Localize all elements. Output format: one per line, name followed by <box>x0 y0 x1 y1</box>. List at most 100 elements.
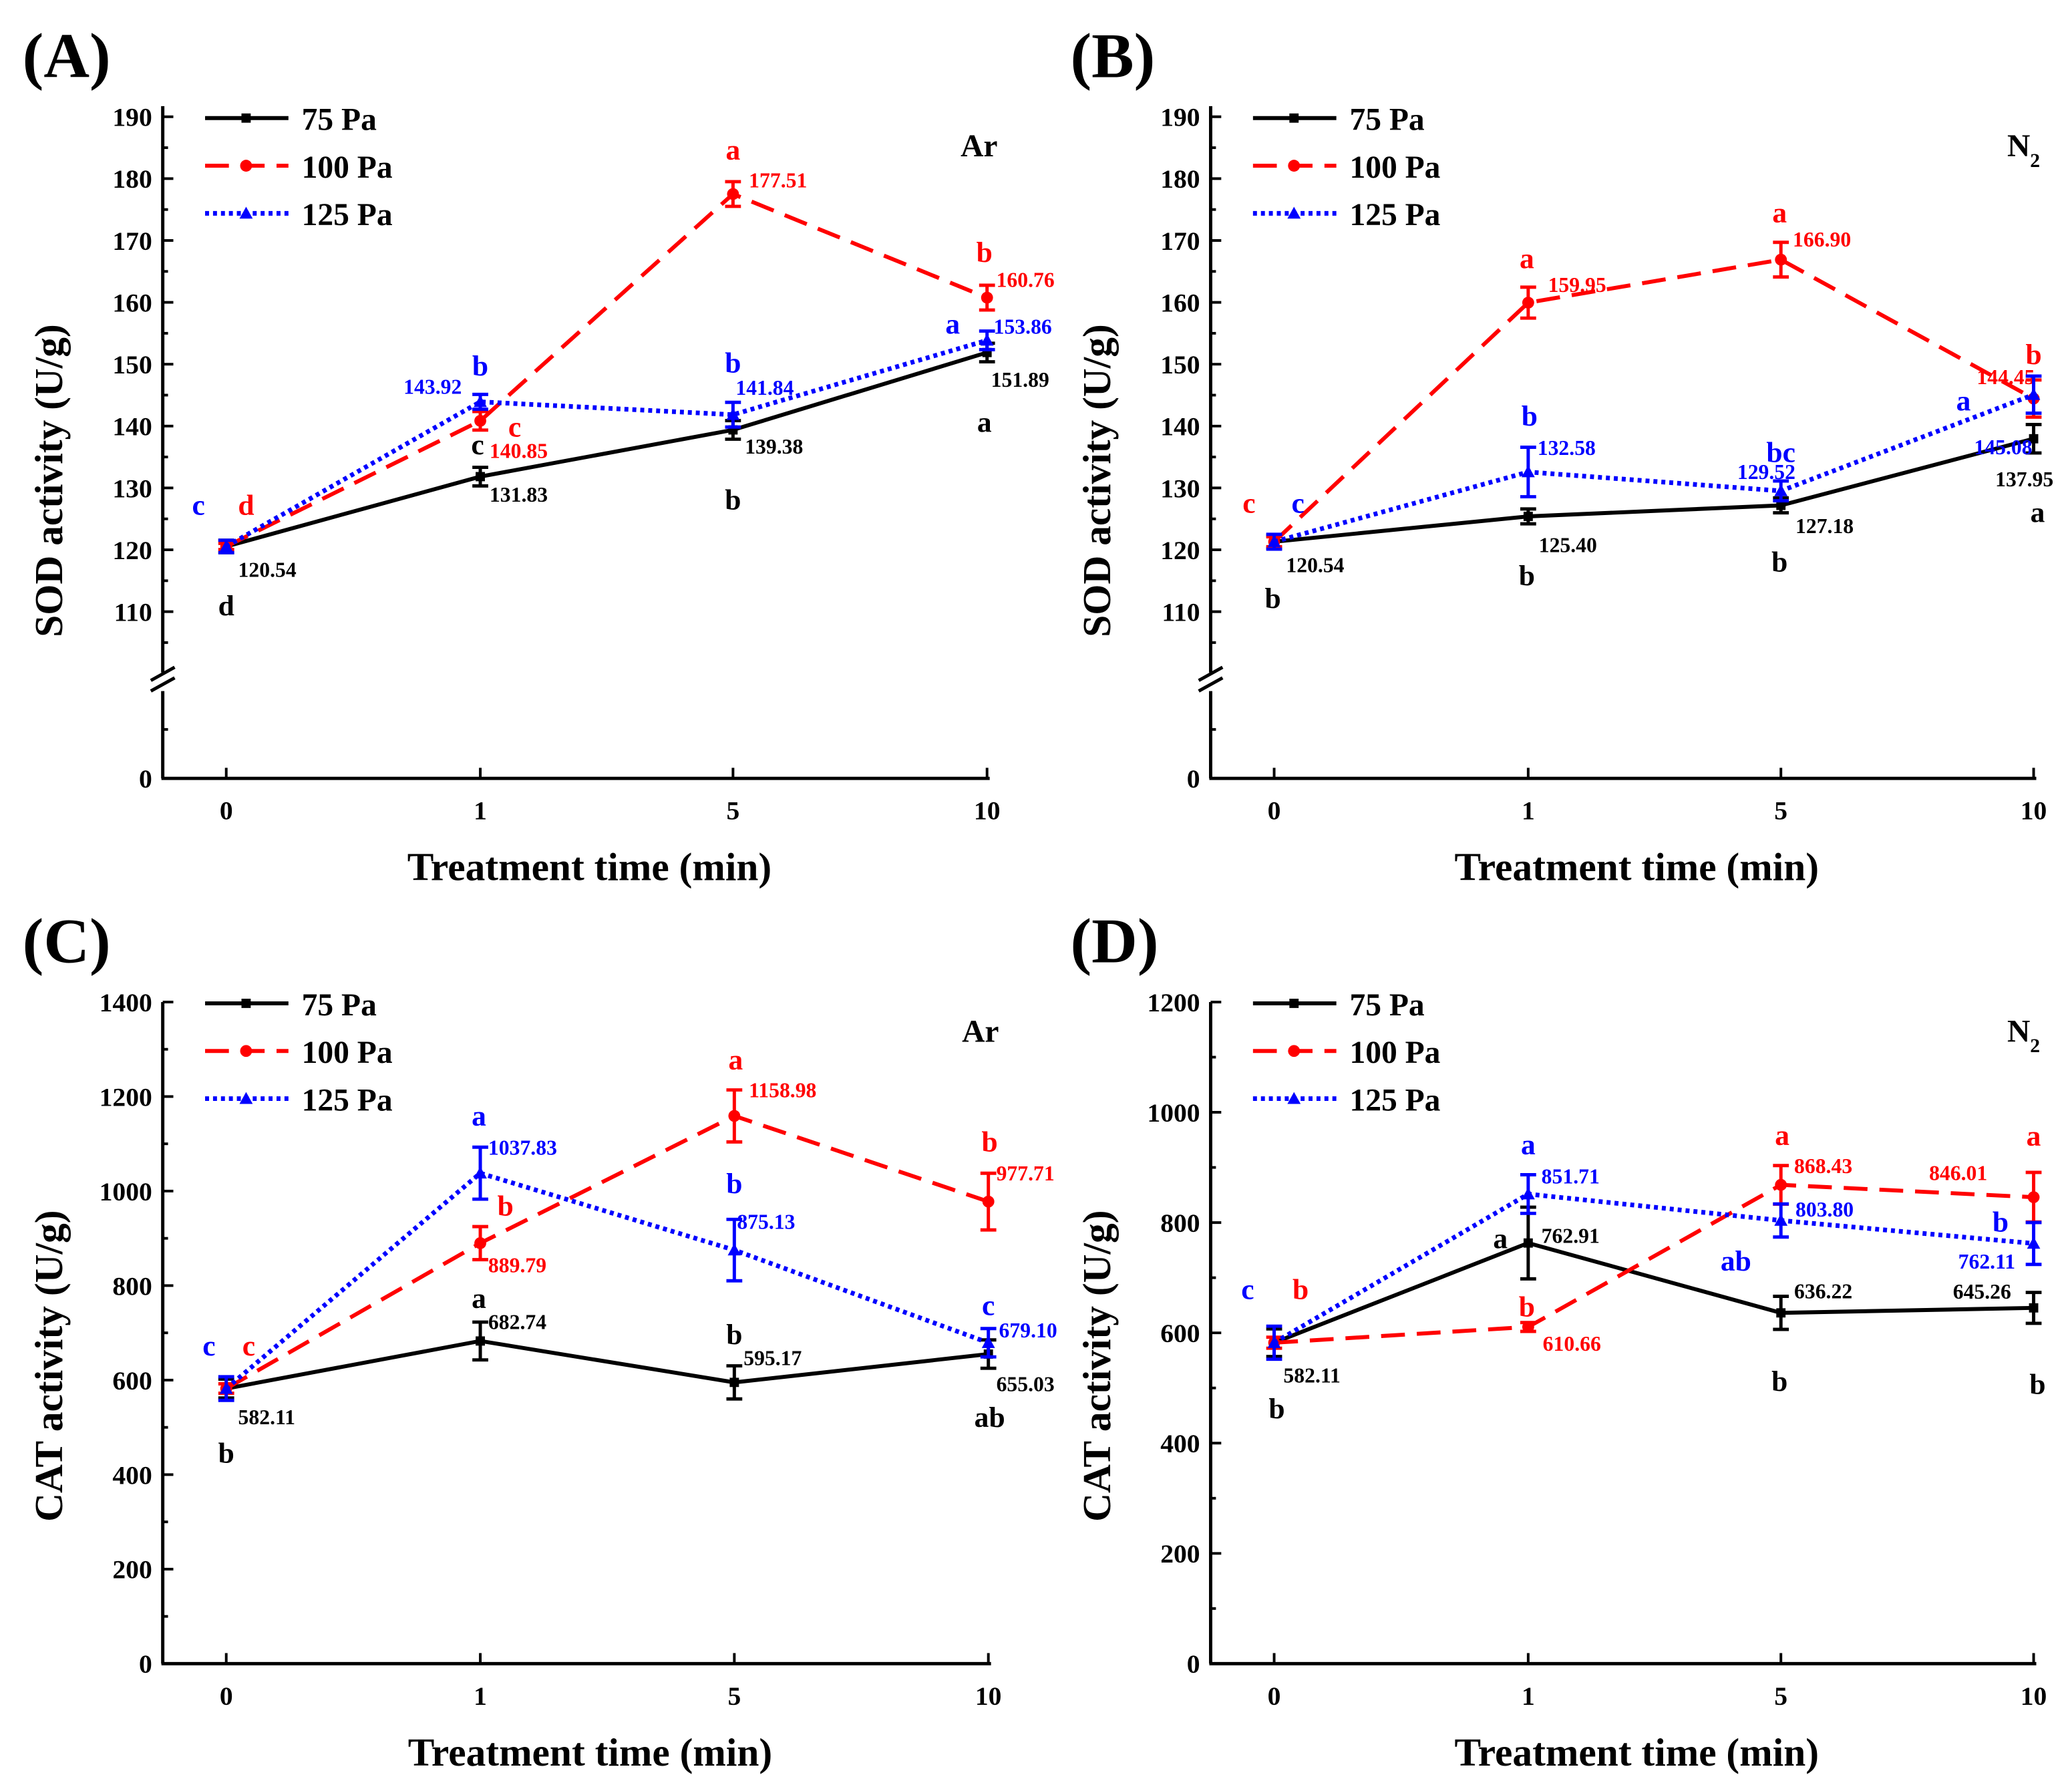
y-tick-label: 150 <box>112 350 152 379</box>
data-value-label: 151.89 <box>991 368 1049 391</box>
y-axis-title: SOD activity (U/g) <box>1075 324 1119 637</box>
significance-letter: c <box>1292 487 1305 519</box>
data-value-label: 645.26 <box>1953 1280 2011 1303</box>
significance-letter: a <box>1520 243 1534 275</box>
data-point <box>474 395 487 408</box>
data-point <box>1523 512 1533 521</box>
y-tick-label: 800 <box>112 1271 152 1301</box>
legend-marker-2 <box>1287 1092 1301 1104</box>
series-line-125-pa <box>225 338 988 549</box>
y-tick-label: 180 <box>112 164 152 194</box>
significance-letter: b <box>726 1168 742 1200</box>
data-point <box>1776 1308 1786 1318</box>
significance-letter: b <box>725 484 741 516</box>
data-value-label: 636.22 <box>1794 1279 1852 1303</box>
x-tick-label: 0 <box>1268 1681 1281 1711</box>
significance-letter: b <box>1771 546 1787 579</box>
significance-letter: a <box>472 1283 486 1315</box>
data-value-label: 139.38 <box>745 435 803 458</box>
legend-marker-1 <box>240 160 252 172</box>
significance-letter: a <box>977 407 992 439</box>
gas-label: N2 <box>2007 1014 2040 1057</box>
x-tick-label: 10 <box>2021 1681 2047 1711</box>
data-point <box>982 1195 995 1208</box>
data-value-label: 1037.83 <box>488 1136 557 1159</box>
significance-letter: b <box>1292 1274 1309 1306</box>
significance-letter: b <box>1993 1206 2009 1239</box>
significance-letter: b <box>1264 583 1280 615</box>
legend-label: 75 Pa <box>302 988 377 1023</box>
legend-marker-1 <box>1288 1045 1301 1057</box>
y-tick-label: 200 <box>112 1555 152 1585</box>
legend-label: 125 Pa <box>1349 198 1440 232</box>
y-tick-label: 130 <box>1160 474 1200 503</box>
significance-letter: c <box>242 1330 255 1362</box>
data-point <box>1776 500 1786 510</box>
axis-break-mark <box>1198 676 1224 693</box>
data-value-label: 582.11 <box>238 1406 295 1429</box>
significance-letter: a <box>2031 497 2045 529</box>
series-line-125-pa <box>1273 392 2035 544</box>
significance-letter: c <box>508 412 521 444</box>
series-line-100-pa <box>225 191 988 548</box>
y-tick-label: 130 <box>112 474 152 503</box>
gas-label: N2 <box>2007 129 2040 172</box>
y-tick-label: 0 <box>1187 764 1200 794</box>
x-axis-title: Treatment time (min) <box>1455 845 1819 889</box>
significance-letter: a <box>1521 1129 1536 1161</box>
significance-letter: c <box>471 429 484 461</box>
data-point <box>1774 484 1788 496</box>
y-tick-label: 200 <box>1160 1539 1200 1569</box>
data-point <box>1775 1178 1787 1191</box>
legend-marker-1 <box>240 1045 252 1057</box>
y-tick-label: 800 <box>1160 1208 1200 1238</box>
x-axis-title: Treatment time (min) <box>1455 1730 1819 1774</box>
data-value-label: 166.90 <box>1793 228 1851 251</box>
data-value-label: 851.71 <box>1542 1165 1600 1188</box>
data-value-label: 762.91 <box>1542 1225 1600 1248</box>
x-axis-title: Treatment time (min) <box>408 1730 772 1774</box>
panel-a: 0 110 120 130 140 150 160 170 180 190 0 1 5 10 Treatme… <box>23 20 1055 888</box>
y-tick-label: 110 <box>1162 597 1200 627</box>
series-line-100-pa <box>1274 1182 2034 1345</box>
legend-marker-0 <box>241 113 251 123</box>
data-value-label: 132.58 <box>1538 436 1596 460</box>
y-axis-title: CAT activity (U/g) <box>27 1210 71 1522</box>
x-tick-label: 1 <box>474 1681 487 1711</box>
data-point <box>728 1110 741 1122</box>
significance-letter: a <box>725 134 740 166</box>
x-tick-label: 5 <box>1774 1681 1787 1711</box>
y-tick-label: 150 <box>1160 350 1200 379</box>
series-line-125-pa <box>224 1170 989 1391</box>
y-tick-label: 160 <box>112 288 152 317</box>
data-point <box>474 415 486 427</box>
y-tick-label: 120 <box>112 536 152 565</box>
data-value-label: 120.54 <box>1286 554 1344 577</box>
y-tick-label: 600 <box>1160 1319 1200 1348</box>
legend-marker-0 <box>241 999 251 1008</box>
data-value-label: 127.18 <box>1795 514 1854 538</box>
significance-letter: c <box>1242 487 1255 519</box>
data-value-label: 141.84 <box>735 376 794 399</box>
gas-label-main: N <box>2007 1014 2030 1049</box>
y-tick-label: 190 <box>1160 103 1200 132</box>
significance-letter: a <box>945 309 960 341</box>
panel-label: (A) <box>23 20 111 91</box>
data-value-label: 889.79 <box>488 1253 546 1277</box>
y-tick-label: 400 <box>112 1460 152 1490</box>
data-point <box>476 1336 485 1346</box>
significance-letter: a <box>1772 197 1787 229</box>
y-tick-label: 110 <box>114 597 152 627</box>
legend-label: 125 Pa <box>302 198 393 232</box>
data-value-label: 120.54 <box>238 558 297 582</box>
y-tick-label: 400 <box>1160 1429 1200 1458</box>
data-value-label: 762.11 <box>1958 1250 2015 1273</box>
x-tick-label: 1 <box>1522 796 1535 826</box>
series-line-75-pa <box>1273 1241 2034 1345</box>
data-value-label: 655.03 <box>997 1372 1055 1396</box>
y-tick-label: 0 <box>139 1649 152 1679</box>
y-tick-label: 160 <box>1160 288 1200 317</box>
panel-c: 0 200 400 600 800 1000 1200 1400 0 1 5 10 Treatment … <box>23 906 1057 1774</box>
legend-marker-0 <box>1289 113 1299 123</box>
significance-letter: c <box>192 489 204 521</box>
